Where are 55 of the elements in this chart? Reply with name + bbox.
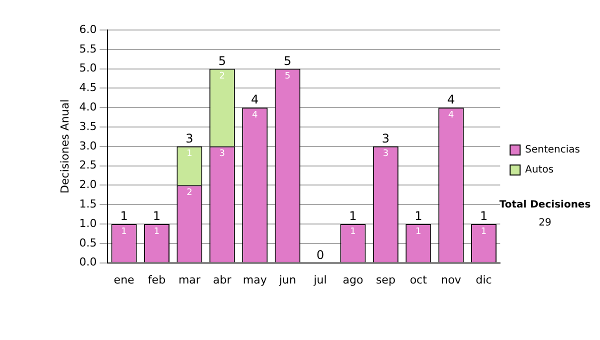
y-tick-label: 5.5 xyxy=(79,42,97,56)
y-tick-label: 2.5 xyxy=(79,158,97,172)
data-label: 1 xyxy=(350,226,356,237)
total-label: 5 xyxy=(218,54,226,68)
total-label: 4 xyxy=(447,92,455,107)
x-tick-label: dic xyxy=(476,273,492,286)
total-label: 5 xyxy=(284,54,292,68)
data-label: 2 xyxy=(219,72,226,82)
y-tick-label: 3.5 xyxy=(79,120,97,133)
x-tick-label: ago xyxy=(342,273,364,286)
annotation: Total Decisiones xyxy=(499,200,591,211)
x-tick-label: ene xyxy=(114,273,135,286)
data-label: 4 xyxy=(252,110,258,120)
total-label: 1 xyxy=(120,209,128,224)
data-label: 3 xyxy=(219,149,226,160)
x-tick-label: mar xyxy=(178,273,201,286)
total-label: 3 xyxy=(186,132,194,146)
total-label: 1 xyxy=(480,209,488,224)
y-tick-label: 0.0 xyxy=(79,256,97,269)
data-label: 1 xyxy=(154,226,160,237)
data-label: 1 xyxy=(480,226,487,237)
x-tick-label: oct xyxy=(410,273,428,286)
data-label: 5 xyxy=(284,72,290,82)
data-label: 1 xyxy=(121,226,127,237)
total-label: 0 xyxy=(316,248,324,262)
total-label: 1 xyxy=(414,209,422,224)
data-label: 2 xyxy=(186,188,192,198)
y-tick-label: 0.5 xyxy=(79,236,97,250)
total-label: 3 xyxy=(382,132,390,146)
x-tick-label: nov xyxy=(440,273,462,286)
x-tick-label: abr xyxy=(213,273,232,286)
x-tick-label: jul xyxy=(312,273,327,286)
text: 29 xyxy=(538,218,552,229)
x-tick-label: feb xyxy=(148,273,166,286)
y-tick-label: 5.0 xyxy=(79,62,97,75)
y-tick-label: 1.0 xyxy=(79,216,97,230)
total-label: 1 xyxy=(152,209,161,224)
data-label: 1 xyxy=(416,226,422,237)
legend-label: Autos xyxy=(525,164,554,176)
data-label: 4 xyxy=(448,110,454,120)
y-tick-label: 4.5 xyxy=(79,81,97,94)
y-tick-label: 2.0 xyxy=(79,178,97,192)
x-tick-label: jun xyxy=(278,273,296,286)
total-label: 1 xyxy=(349,209,357,224)
y-tick-label: 1.5 xyxy=(79,197,97,210)
y-tick-label: 3.0 xyxy=(79,139,97,152)
legend-label: Sentencias xyxy=(525,144,580,156)
x-tick-label: sep xyxy=(376,273,396,286)
y-axis-title: Decisiones Anual xyxy=(58,99,72,194)
y-tick-label: 6.0 xyxy=(79,22,97,36)
y-tick-label: 4.0 xyxy=(79,100,97,114)
total-label: 4 xyxy=(251,92,259,107)
data-label: 1 xyxy=(186,149,192,160)
x-tick-label: may xyxy=(242,273,268,286)
data-label: 3 xyxy=(382,149,389,160)
